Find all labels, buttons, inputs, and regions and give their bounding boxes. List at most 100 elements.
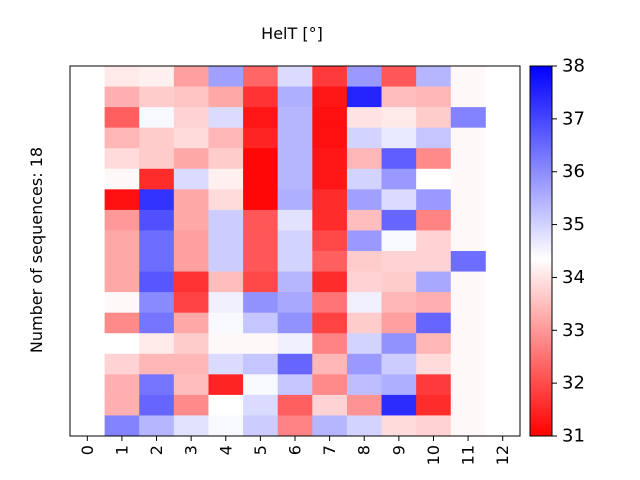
heatmap-cell <box>416 209 452 231</box>
heatmap-cell <box>381 251 417 272</box>
heatmap-cell <box>277 230 313 252</box>
heatmap-cell <box>346 86 382 108</box>
heatmap-cell <box>104 312 140 334</box>
heatmap-cell <box>277 209 313 231</box>
x-tick-label: 8 <box>355 445 374 455</box>
heatmap-cell <box>450 107 486 129</box>
heatmap-cells <box>104 66 486 437</box>
heatmap-cell <box>277 168 313 190</box>
heatmap-cell <box>139 271 175 293</box>
heatmap-cell <box>104 374 140 396</box>
heatmap-cell <box>450 209 486 231</box>
heatmap-cell <box>450 66 486 87</box>
heatmap-cell <box>139 66 175 87</box>
heatmap-cell <box>243 312 279 334</box>
heatmap-cell <box>208 168 244 190</box>
heatmap-cell <box>416 394 452 416</box>
heatmap-cell <box>416 251 452 272</box>
heatmap-cell <box>208 230 244 252</box>
heatmap-cell <box>277 127 313 149</box>
heatmap-cell <box>312 127 348 149</box>
heatmap-cell <box>104 189 140 211</box>
heatmap-cell <box>208 127 244 149</box>
heatmap-cell <box>104 251 140 272</box>
heatmap-cell <box>381 107 417 129</box>
heatmap-cell <box>346 148 382 170</box>
heatmap-cell <box>243 148 279 170</box>
heatmap-cell <box>312 189 348 211</box>
heatmap-cell <box>346 292 382 314</box>
heatmap-cell <box>139 374 175 396</box>
heatmap-cell <box>450 230 486 252</box>
heatmap-cell <box>139 209 175 231</box>
heatmap-cell <box>243 168 279 190</box>
heatmap-cell <box>312 394 348 416</box>
x-tick-label: 9 <box>389 445 408 455</box>
heatmap-cell <box>416 127 452 149</box>
heatmap-cell <box>277 107 313 129</box>
heatmap-cell <box>312 271 348 293</box>
heatmap-cell <box>450 292 486 314</box>
heatmap-cell <box>173 209 209 231</box>
heatmap-cell <box>381 66 417 87</box>
chart-title: HelT [°] <box>261 24 323 43</box>
colorbar-tick-label: 33 <box>562 320 585 341</box>
heatmap-cell <box>346 127 382 149</box>
heatmap-cell <box>312 312 348 334</box>
heatmap-cell <box>243 415 279 437</box>
heatmap-cell <box>104 66 140 87</box>
heatmap-cell <box>243 86 279 108</box>
heatmap-cell <box>277 86 313 108</box>
heatmap-cell <box>450 86 486 108</box>
heatmap-cell <box>346 230 382 252</box>
heatmap-cell <box>416 168 452 190</box>
heatmap-cell <box>173 353 209 375</box>
x-tick-label: 3 <box>182 445 201 455</box>
heatmap-cell <box>381 312 417 334</box>
heatmap-cell <box>312 168 348 190</box>
heatmap-cell <box>173 168 209 190</box>
heatmap-cell <box>277 312 313 334</box>
heatmap-cell <box>139 148 175 170</box>
heatmap-cell <box>208 251 244 272</box>
heatmap-cell <box>346 271 382 293</box>
heatmap-cell <box>173 415 209 437</box>
colorbar-tick-label: 32 <box>562 373 585 394</box>
heatmap-cell <box>208 394 244 416</box>
heatmap-cell <box>243 230 279 252</box>
heatmap-cell <box>139 168 175 190</box>
heatmap-cell <box>243 209 279 231</box>
heatmap-cell <box>416 312 452 334</box>
heatmap-cell <box>104 107 140 129</box>
colorbar-tick-label: 36 <box>562 161 585 182</box>
heatmap-cell <box>416 86 452 108</box>
heatmap-cell <box>450 148 486 170</box>
heatmap-cell <box>104 209 140 231</box>
colorbar-tick-label: 31 <box>562 426 585 447</box>
heatmap-cell <box>346 374 382 396</box>
heatmap-cell <box>139 86 175 108</box>
heatmap-cell <box>139 230 175 252</box>
heatmap-cell <box>208 189 244 211</box>
x-tick-label: 1 <box>112 445 131 455</box>
heatmap-cell <box>346 415 382 437</box>
heatmap-cell <box>243 107 279 129</box>
heatmap-cell <box>346 209 382 231</box>
heatmap-cell <box>139 127 175 149</box>
colorbar-tick-label: 38 <box>562 56 585 77</box>
heatmap-cell <box>416 66 452 87</box>
heatmap-cell <box>450 394 486 416</box>
colorbar-tick-label: 37 <box>562 108 585 129</box>
heatmap-cell <box>450 333 486 355</box>
heatmap-cell <box>381 168 417 190</box>
heatmap-cell <box>173 394 209 416</box>
heatmap-cell <box>277 66 313 87</box>
heatmap-cell <box>243 374 279 396</box>
heatmap-cell <box>173 374 209 396</box>
heatmap-cell <box>243 127 279 149</box>
heatmap-cell <box>243 292 279 314</box>
heatmap-cell <box>139 251 175 272</box>
heatmap-cell <box>312 251 348 272</box>
heatmap-cell <box>416 230 452 252</box>
heatmap-cell <box>381 86 417 108</box>
